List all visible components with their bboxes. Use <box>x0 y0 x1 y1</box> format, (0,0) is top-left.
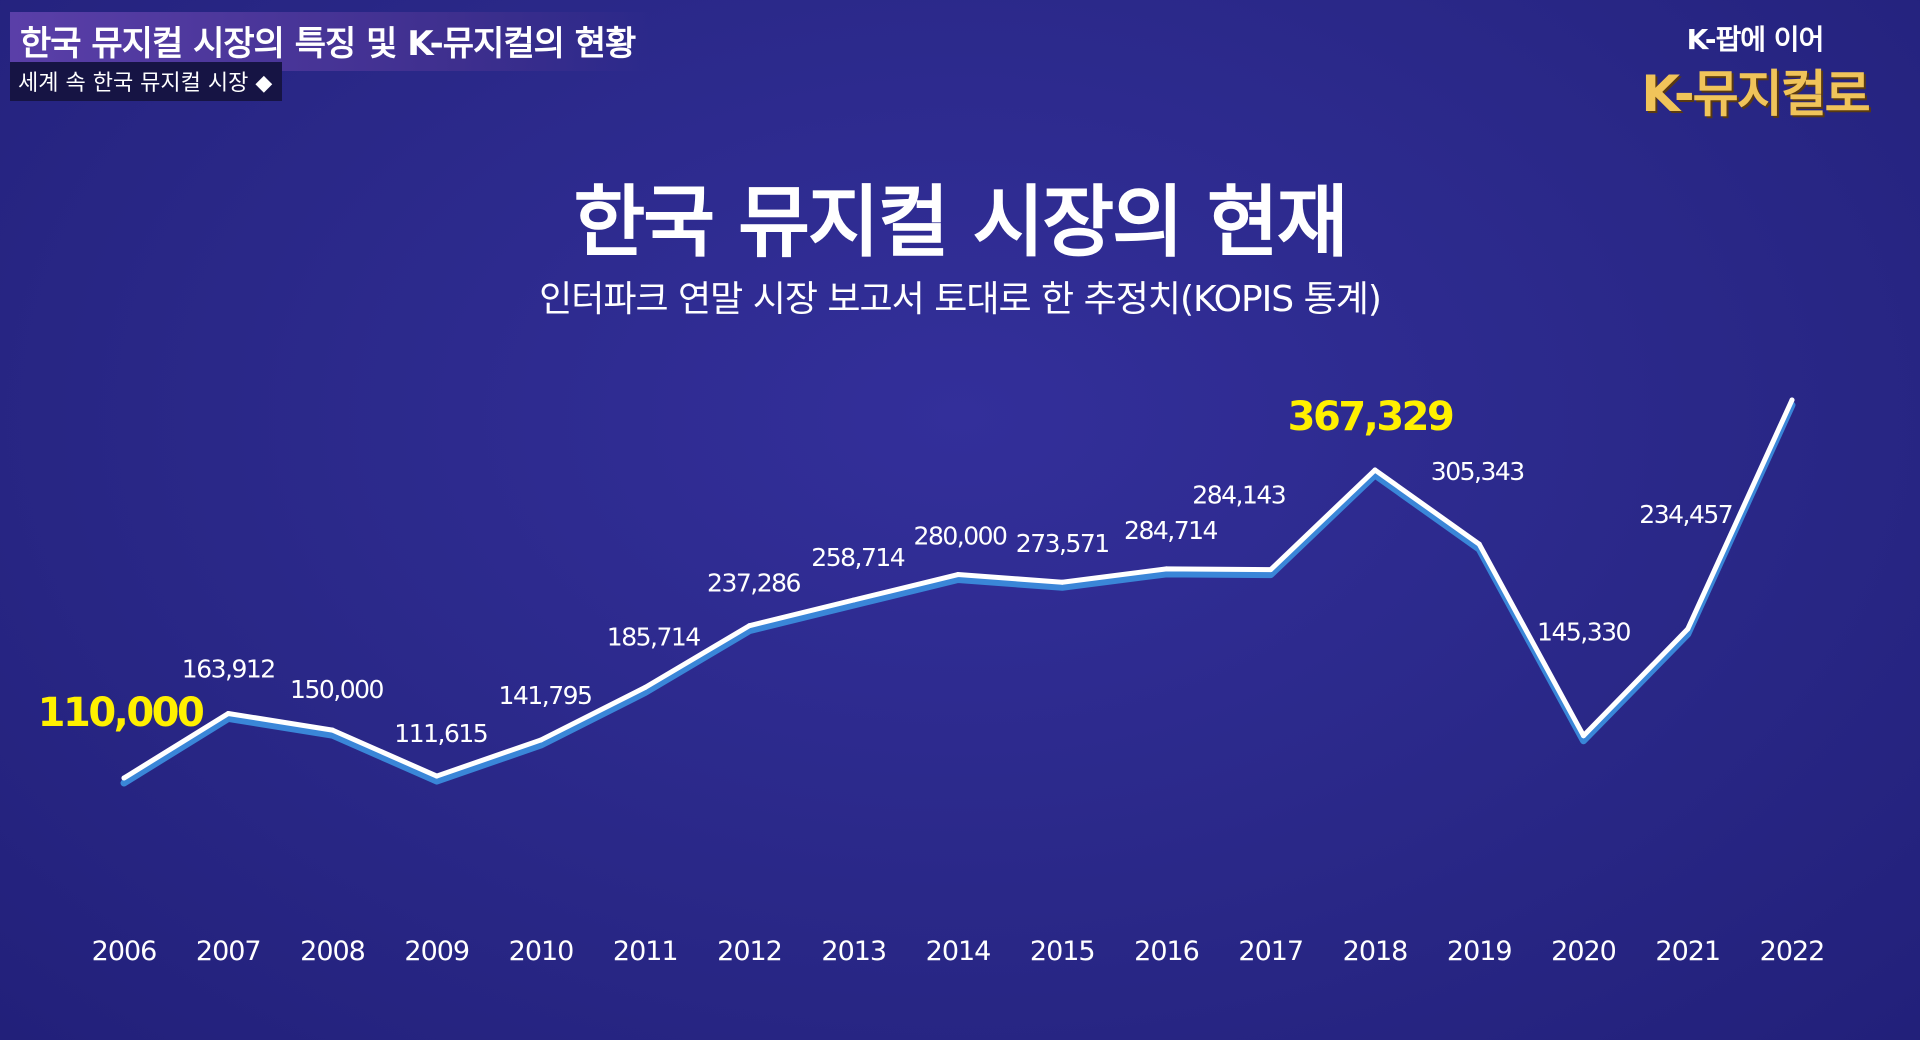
year-label-2015: 2015 <box>1030 936 1095 967</box>
logo-line2: K-뮤지컬로 <box>1641 65 1870 123</box>
value-label-2019: 305,343 <box>1431 457 1524 486</box>
data-point-2018 <box>1372 467 1378 473</box>
data-point-2021 <box>1685 626 1691 632</box>
data-point-2020 <box>1581 733 1586 739</box>
year-label-2018: 2018 <box>1343 936 1408 967</box>
value-label-2009: 111,615 <box>394 719 487 748</box>
value-label-2020: 145,330 <box>1537 618 1630 647</box>
value-label-2012: 237,286 <box>707 569 800 598</box>
value-label-2010: 141,795 <box>499 681 592 710</box>
data-point-2006 <box>121 775 127 781</box>
data-point-2016 <box>1164 566 1169 572</box>
year-label-2007: 2007 <box>196 936 261 967</box>
chart-subtitle: 인터파크 연말 시장 보고서 토대로 한 추정치(KOPIS 통계) <box>539 279 1382 320</box>
data-point-2013 <box>851 597 857 603</box>
data-point-2019 <box>1476 541 1482 547</box>
value-label-2015: 273,571 <box>1016 529 1109 558</box>
year-label-2008: 2008 <box>300 936 365 967</box>
data-point-2022 <box>1789 397 1795 403</box>
data-point-2010 <box>538 737 544 743</box>
data-point-2009 <box>434 773 440 779</box>
year-label-2011: 2011 <box>613 936 678 967</box>
program-logo: K-팝에 이어 K-뮤지컬로 <box>1610 14 1900 123</box>
data-point-2008 <box>330 727 335 733</box>
video-title-banner: 한국 뮤지컬 시장의 특징 및 K-뮤지컬의 현황 <box>10 12 652 71</box>
data-point-2011 <box>642 684 648 690</box>
year-label-2009: 2009 <box>404 936 469 967</box>
value-label-2007: 163,912 <box>182 654 275 683</box>
data-point-2017 <box>1268 567 1274 573</box>
year-label-2013: 2013 <box>821 936 886 967</box>
year-label-2010: 2010 <box>509 936 574 967</box>
year-label-2021: 2021 <box>1655 936 1720 967</box>
value-label-2008: 150,000 <box>290 675 383 704</box>
value-label-2017: 284,143 <box>1192 481 1285 510</box>
value-label-2021: 234,457 <box>1639 500 1732 529</box>
year-label-2012: 2012 <box>717 936 782 967</box>
value-label-2014: 280,000 <box>914 522 1007 551</box>
data-point-2012 <box>747 623 752 629</box>
year-label-2014: 2014 <box>926 936 991 967</box>
year-label-2017: 2017 <box>1238 936 1303 967</box>
data-point-2007 <box>225 710 231 716</box>
video-subtitle-banner: 세계 속 한국 뮤지컬 시장 ◆ <box>10 62 283 101</box>
value-label-2011: 185,714 <box>607 622 700 651</box>
logo-line1: K-팝에 이어 <box>1686 23 1825 56</box>
value-label-2016: 284,714 <box>1124 516 1217 545</box>
value-label-2018: 367,329 <box>1288 394 1453 440</box>
chart-title: 한국 뮤지컬 시장의 현재 <box>573 178 1348 268</box>
year-label-2016: 2016 <box>1134 936 1199 967</box>
data-point-2015 <box>1059 579 1065 585</box>
data-point-2014 <box>955 572 961 578</box>
value-label-2006: 110,000 <box>38 690 203 736</box>
year-label-2019: 2019 <box>1447 936 1512 967</box>
year-label-2006: 2006 <box>92 936 157 967</box>
year-label-2020: 2020 <box>1551 936 1616 967</box>
year-label-2022: 2022 <box>1760 936 1825 967</box>
value-label-2013: 258,714 <box>811 543 904 572</box>
